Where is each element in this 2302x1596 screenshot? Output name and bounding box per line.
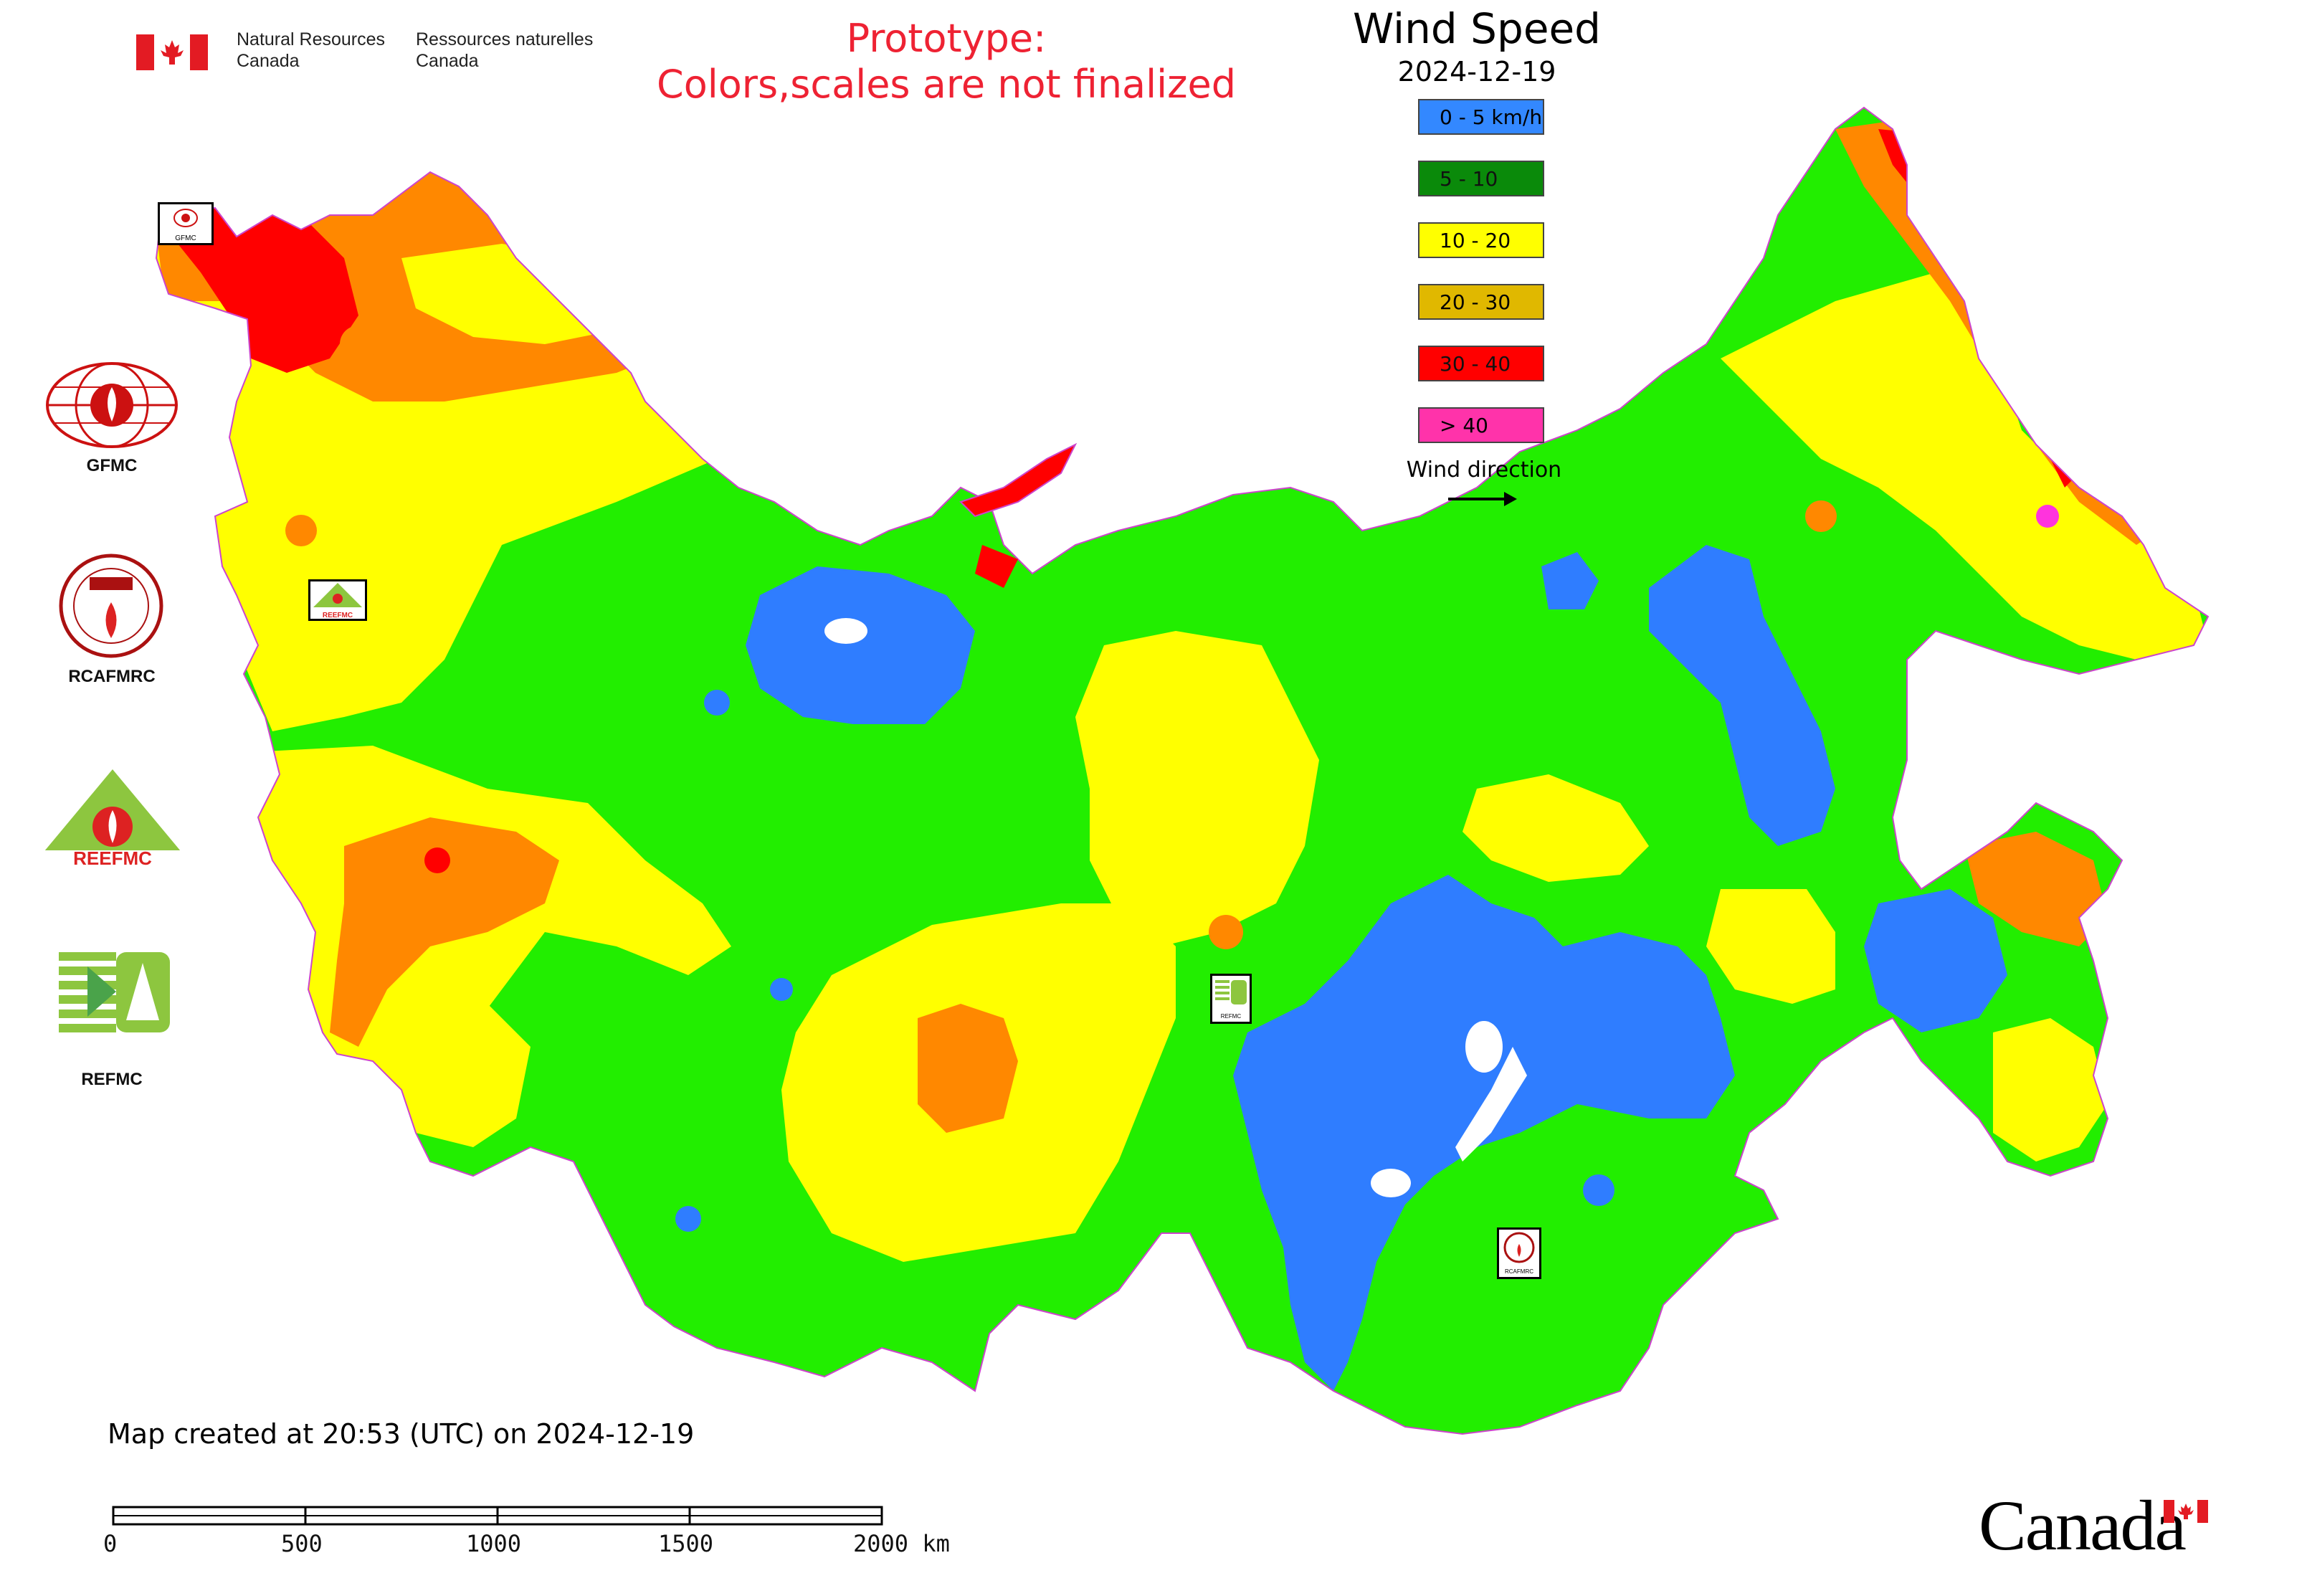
- reefmc-map-badge: REEFMC: [308, 579, 367, 621]
- prototype-line2: Colors,scales are not finalized: [657, 62, 1236, 107]
- reefmc-logo-text: REEFMC: [73, 847, 152, 869]
- legend-item-5: > 40: [1418, 407, 1544, 443]
- map-date: 2024-12-19: [1397, 56, 1556, 87]
- gov-name-french: Ressources naturelles Canada: [416, 29, 593, 72]
- government-header: Natural Resources Canada Ressources natu…: [136, 29, 602, 79]
- rcafmrc-logo-icon: [59, 554, 163, 658]
- scale-label-500: 500: [281, 1530, 323, 1557]
- rcafmrc-badge-text: RCAFMRC: [1505, 1268, 1533, 1275]
- gfmc-label: GFMC: [86, 456, 138, 475]
- legend-item-4: 30 - 40: [1418, 346, 1544, 381]
- prototype-notice: Prototype: Colors,scales are not finaliz…: [645, 16, 1247, 108]
- gov-fr-line1: Ressources naturelles: [416, 29, 594, 49]
- canada-wordmark: Canada: [1979, 1486, 2187, 1565]
- rcafmrc-badge-icon: [1503, 1232, 1535, 1263]
- refmc-label: REFMC: [81, 1070, 143, 1089]
- scale-label-2000: 2000 km: [853, 1530, 950, 1557]
- legend-item-3: 20 - 30: [1418, 284, 1544, 320]
- scale-label-0: 0: [103, 1530, 118, 1557]
- map-title: Wind Speed: [1352, 4, 1602, 53]
- gfmc-badge-icon: [173, 209, 198, 227]
- scale-bar: [112, 1506, 883, 1526]
- legend-item-1: 5 - 10: [1418, 161, 1544, 196]
- reefmc-badge-text: REEFMC: [322, 612, 353, 619]
- prototype-line1: Prototype:: [846, 16, 1047, 61]
- canada-flag-icon: [136, 34, 208, 70]
- gfmc-map-badge: GFMC: [158, 202, 214, 245]
- wind-direction-arrow-icon: [1448, 492, 1517, 506]
- map-created-timestamp: Map created at 20:53 (UTC) on 2024-12-19: [108, 1418, 695, 1450]
- gov-en-line1: Natural Resources: [237, 29, 386, 49]
- legend-item-0: 0 - 5 km/h: [1418, 99, 1544, 135]
- gfmc-badge-text: GFMC: [175, 234, 196, 242]
- refmc-logo-icon: [59, 945, 173, 1038]
- scale-label-1000: 1000: [466, 1530, 522, 1557]
- refmc-badge-text: REFMC: [1220, 1013, 1242, 1020]
- rcafmrc-map-badge: RCAFMRC: [1497, 1227, 1541, 1279]
- gov-en-line2: Canada: [237, 51, 300, 71]
- reefmc-logo-icon: REEFMC: [41, 769, 184, 869]
- gov-fr-line2: Canada: [416, 51, 479, 71]
- gov-name-english: Natural Resources Canada: [237, 29, 385, 72]
- reefmc-badge-icon: [313, 583, 362, 607]
- scale-label-1500: 1500: [658, 1530, 714, 1557]
- wind-direction-label: Wind direction: [1406, 457, 1562, 483]
- canada-wordmark-flag-icon: [2164, 1500, 2208, 1523]
- gfmc-logo-icon: [46, 362, 178, 448]
- refmc-map-badge: REFMC: [1210, 974, 1252, 1024]
- rcafmrc-label: RCAFMRC: [68, 667, 156, 686]
- legend-item-2: 10 - 20: [1418, 222, 1544, 258]
- refmc-badge-icon: [1215, 980, 1247, 1004]
